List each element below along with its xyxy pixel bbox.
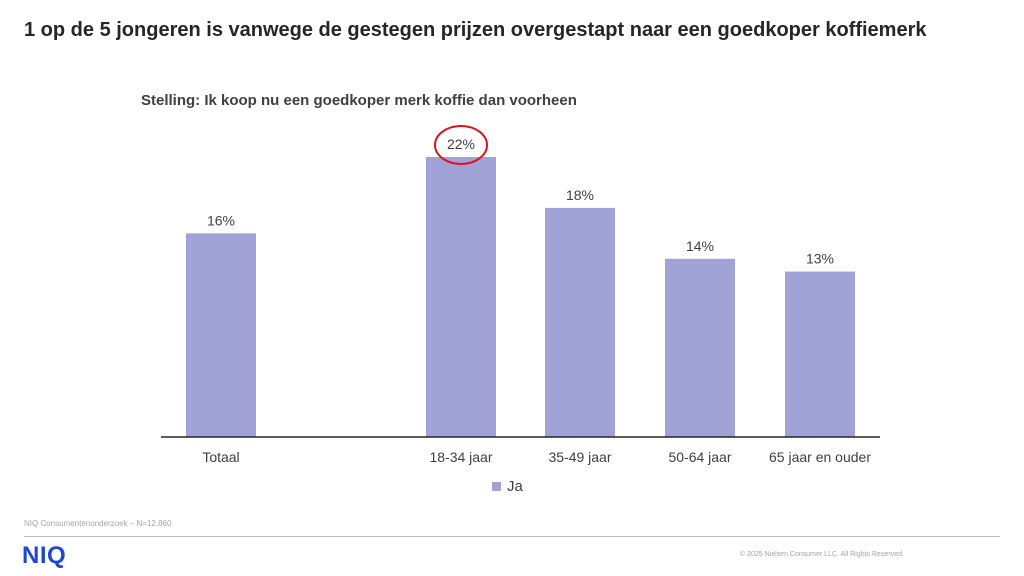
footer-divider xyxy=(24,536,1000,537)
legend: Ja xyxy=(492,478,523,495)
category-label-50-64-jaar: 50-64 jaar xyxy=(668,449,731,465)
data-label-65-jaar-en-ouder: 13% xyxy=(806,251,834,267)
slide-title: 1 op de 5 jongeren is vanwege de gestege… xyxy=(24,19,927,41)
bar-totaal xyxy=(186,233,256,437)
category-label-18-34-jaar: 18-34 jaar xyxy=(429,449,492,465)
bar-18-34-jaar xyxy=(426,157,496,437)
data-label-50-64-jaar: 14% xyxy=(686,238,714,254)
bar-65-jaar-en-ouder xyxy=(785,271,855,437)
niq-logo: NIQ xyxy=(22,542,67,569)
bar-35-49-jaar xyxy=(545,207,615,437)
legend-swatch xyxy=(492,482,501,491)
category-label-35-49-jaar: 35-49 jaar xyxy=(548,449,611,465)
data-label-18-34-jaar: 22% xyxy=(447,136,475,152)
bar-50-64-jaar xyxy=(665,258,735,437)
chart-title: Stelling: Ik koop nu een goedkoper merk … xyxy=(141,92,577,109)
data-label-35-49-jaar: 18% xyxy=(566,187,594,203)
category-label-totaal: Totaal xyxy=(202,449,239,465)
data-label-totaal: 16% xyxy=(207,212,235,228)
category-label-65-jaar-en-ouder: 65 jaar en ouder xyxy=(769,449,871,465)
legend-label: Ja xyxy=(507,478,523,495)
source-note: NIQ Consumentenonderzoek – N=12.860 xyxy=(24,519,172,528)
highlight-circle xyxy=(434,125,488,165)
copyright-text: © 2025 Nielsen Consumer LLC. All Rights … xyxy=(740,551,904,558)
